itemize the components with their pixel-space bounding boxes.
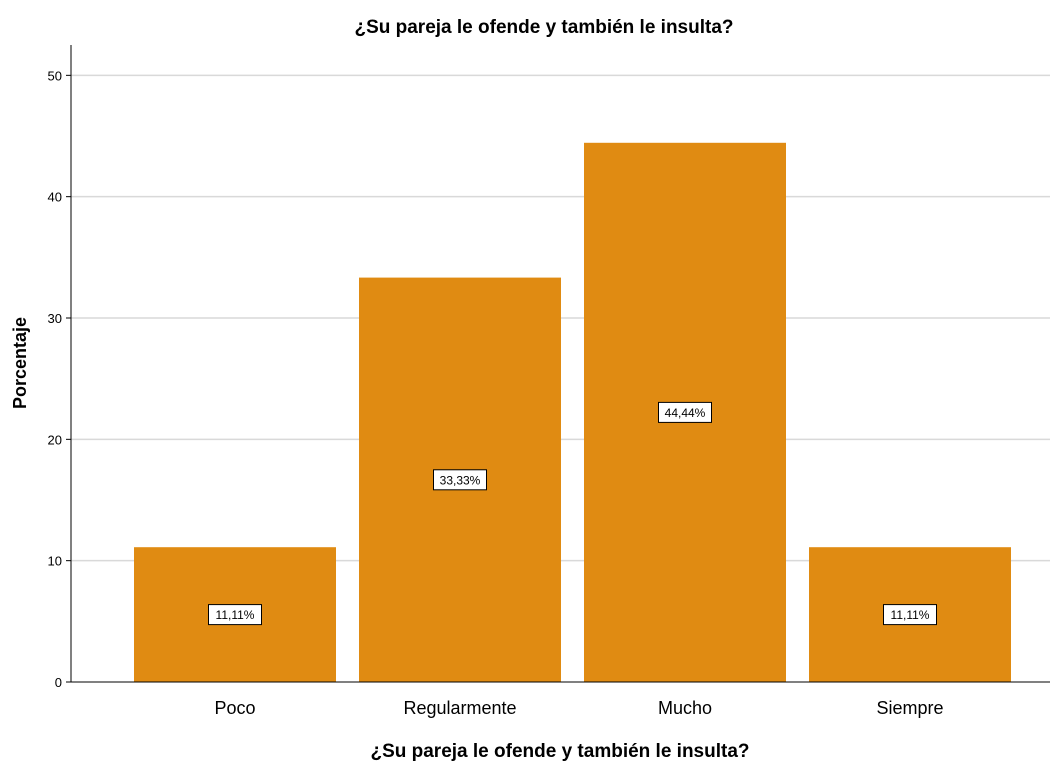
chart-title: ¿Su pareja le ofende y también le insult… [354,17,733,38]
y-tick-label: 0 [55,675,62,690]
y-axis-title: Porcentaje [10,317,30,409]
x-axis-title: ¿Su pareja le ofende y también le insult… [370,741,749,762]
data-labels-layer: 11,11% 33,33% 44,44% 11,11% [208,401,937,626]
data-label: 11,11% [891,608,930,622]
category-label: Mucho [658,698,712,718]
y-tick-label: 30 [48,311,62,326]
y-tick-label: 20 [48,432,62,447]
category-label: Siempre [876,698,943,718]
data-label: 33,33% [440,473,481,487]
category-label: Poco [214,698,255,718]
data-label-box [208,604,262,626]
axis-layer [70,45,1050,683]
ticks-layer: 0 10 20 30 40 50 [48,68,71,690]
categories-layer: Poco Regularmente Mucho Siempre [214,698,943,718]
bars-layer [134,142,1011,682]
data-label: 11,11% [216,608,255,622]
data-label-box [433,469,487,491]
y-tick-label: 40 [48,190,62,205]
data-label: 44,44% [665,406,706,420]
data-label-box [883,604,937,626]
y-tick-label: 50 [48,68,62,83]
data-label-box [658,401,712,423]
category-label: Regularmente [403,698,516,718]
y-tick-label: 10 [48,554,62,569]
